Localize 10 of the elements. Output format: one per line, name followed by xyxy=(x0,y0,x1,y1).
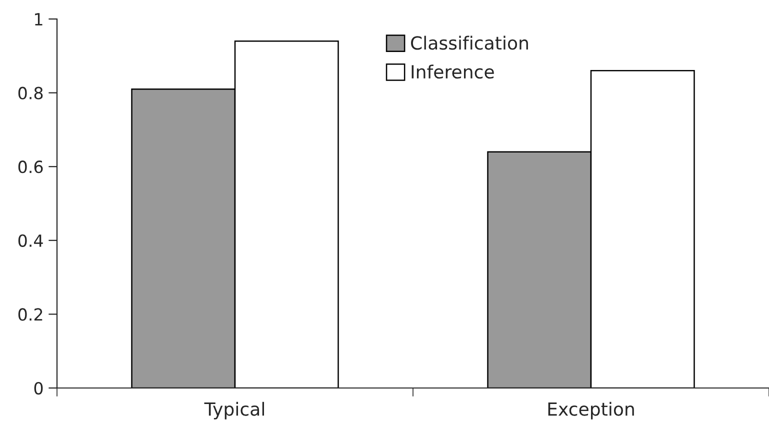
y-tick-label: 0.8 xyxy=(18,86,43,100)
y-tick-label: 0 xyxy=(34,382,43,395)
y-tick-label: 1 xyxy=(35,13,42,26)
x-tick-label: Typical xyxy=(204,402,264,420)
legend-label: Classification xyxy=(411,36,528,50)
legend-label: Inference xyxy=(412,64,494,79)
x-tick-label: Exception xyxy=(548,402,634,420)
y-tick-label: 0.2 xyxy=(18,308,42,321)
y-tick-label: 0.6 xyxy=(18,160,43,174)
y-tick-label: 0.4 xyxy=(18,234,43,247)
